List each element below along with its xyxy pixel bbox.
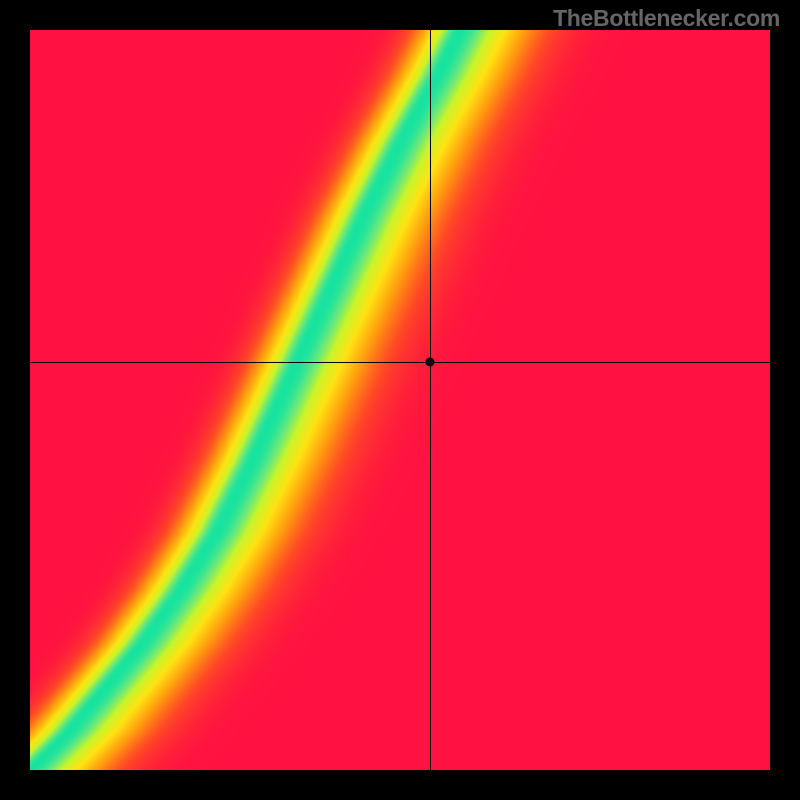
heatmap-canvas <box>30 30 770 770</box>
crosshair-vertical <box>430 30 431 770</box>
chart-container: TheBottlenecker.com <box>0 0 800 800</box>
point-marker <box>425 357 434 366</box>
watermark-text: TheBottlenecker.com <box>553 5 780 32</box>
heatmap-plot-area <box>30 30 770 770</box>
crosshair-horizontal <box>30 362 770 363</box>
